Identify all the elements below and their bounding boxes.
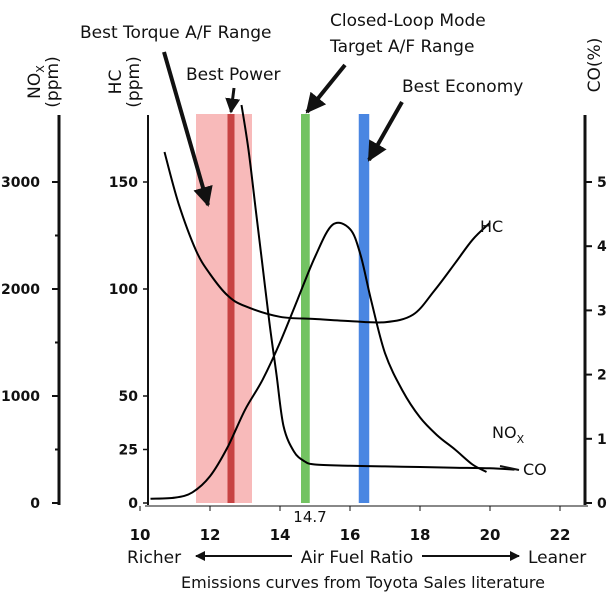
best-power-arrow [225, 87, 241, 114]
co-tick-label: 3 [597, 303, 607, 319]
af-range-regions [196, 114, 370, 503]
region-best-economy [358, 114, 370, 503]
best-economy-arrow [367, 101, 404, 162]
hc-curve-label: HC [480, 217, 503, 236]
x-tick-label: 12 [200, 526, 221, 544]
co-curve-label: CO [523, 460, 547, 479]
nox-tick-label: 2000 [1, 282, 40, 298]
co-tick-label: 4 [597, 239, 607, 255]
co-axis-title: CO(%) [585, 38, 605, 93]
closed-loop-arrow [305, 63, 347, 114]
hc-tick-label: 50 [119, 389, 139, 405]
nox-tick-label: 3000 [1, 175, 40, 191]
x-axis-ticks: 10 12 14 16 18 20 22 [130, 506, 571, 544]
co-tick-label: 5 [597, 175, 607, 191]
chart-caption: Emissions curves from Toyota Sales liter… [181, 573, 545, 592]
x-tick-label: 16 [340, 526, 361, 544]
richer-label: Richer [127, 548, 181, 568]
hc-axis-ticks: 150 100 50 25 0 [109, 175, 148, 512]
leaner-label: Leaner [528, 548, 586, 568]
hc-tick-label: 100 [109, 282, 138, 298]
region-best-torque-a-f-range [196, 114, 252, 503]
co-label-leader [499, 465, 520, 471]
nox-tick-label: 1000 [1, 389, 40, 405]
hc-tick-label: 25 [119, 443, 138, 459]
hc-curve [163, 151, 491, 324]
hc-axis-title: HC [106, 70, 126, 95]
nox-curve-label: NOX [492, 423, 525, 446]
hc-tick-label: 150 [109, 175, 138, 191]
region-closed-loop-mode-target-a-f-range [301, 114, 310, 503]
x-tick-label: 18 [410, 526, 431, 544]
closed-loop-annotation-line2: Target A/F Range [329, 37, 474, 57]
x-tick-label: 14 [270, 526, 291, 544]
nox-axis-unit: (ppm) [43, 56, 63, 107]
nox-axis-title: NOX [25, 65, 47, 99]
best-power-annotation: Best Power [186, 65, 280, 85]
best-torque-arrow [162, 51, 213, 207]
co-tick-label: 1 [597, 432, 607, 448]
co-tick-label: 0 [597, 496, 607, 512]
x-tick-label: 22 [550, 526, 571, 544]
x-tick-label: 10 [130, 526, 151, 544]
nox-curve [150, 221, 487, 500]
hc-axis-unit: (ppm) [124, 56, 144, 107]
best-torque-annotation: Best Torque A/F Range [80, 23, 271, 43]
co-curve [240, 104, 515, 471]
co-axis-ticks: 5 4 3 2 1 0 [585, 175, 607, 512]
af-marker-label: 14.7 [293, 508, 326, 526]
x-tick-label: 20 [480, 526, 501, 544]
hc-tick-label: 0 [128, 496, 138, 512]
region-best-power [227, 114, 235, 503]
best-economy-annotation: Best Economy [402, 77, 523, 97]
emission-curves [150, 104, 515, 500]
nox-tick-label: 0 [30, 496, 40, 512]
nox-axis-ticks: 3000 2000 1000 0 [1, 175, 59, 512]
closed-loop-annotation-line1: Closed-Loop Mode [330, 11, 486, 31]
co-tick-label: 2 [597, 368, 607, 384]
x-axis-label: Air Fuel Ratio [301, 548, 414, 568]
